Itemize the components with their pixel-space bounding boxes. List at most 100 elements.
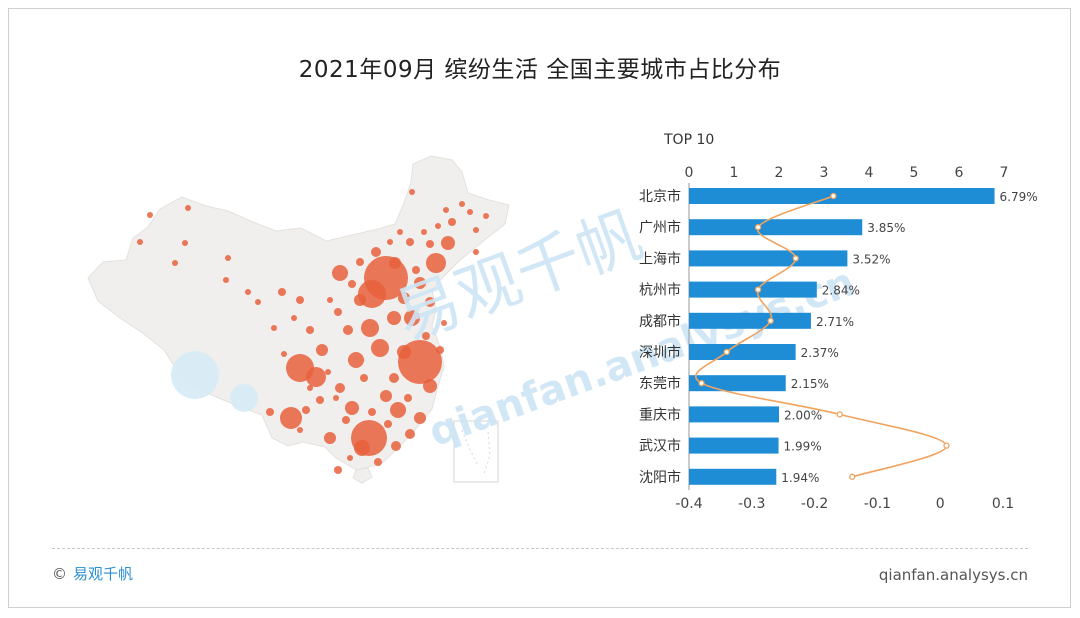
bar	[689, 219, 863, 236]
hainan-island	[352, 467, 373, 484]
curve-point	[767, 317, 774, 324]
category-label: 成都市	[639, 313, 681, 330]
city-bubble	[441, 320, 447, 326]
watermark-logo-circle	[230, 384, 258, 412]
secondary-curve	[695, 195, 948, 478]
city-bubble	[306, 326, 314, 334]
top-tick-label: 7	[1000, 165, 1009, 181]
bar-value-label: 2.00%	[784, 408, 822, 422]
top-tick-label: 5	[910, 165, 919, 181]
footer-brand: © 易观千帆	[52, 563, 133, 584]
bar	[689, 406, 779, 423]
bottom-tick-label: 0	[936, 496, 945, 512]
city-bubble	[448, 218, 456, 226]
city-bubble	[334, 466, 342, 474]
copyright-icon: ©	[52, 564, 67, 583]
china-map-shape	[87, 155, 510, 484]
curve-point	[830, 192, 837, 200]
bar-value-label: 2.84%	[822, 284, 860, 298]
bar-value-label: 3.52%	[852, 252, 890, 266]
curve-point	[849, 473, 856, 480]
city-bubble	[281, 351, 287, 357]
curve-point	[754, 286, 762, 293]
category-label: 北京市	[639, 188, 681, 205]
city-bubble	[483, 213, 489, 219]
city-bubble	[223, 277, 229, 283]
category-label: 杭州市	[639, 282, 681, 299]
footer-divider	[52, 548, 1028, 549]
bar	[689, 344, 796, 360]
bar	[689, 281, 817, 298]
bar-value-label: 2.15%	[791, 377, 829, 391]
city-bubble	[147, 212, 153, 218]
city-bubble	[334, 308, 342, 316]
top-axis: 0 1 2 3 4 5 6 7	[685, 165, 1009, 181]
city-bubble	[324, 432, 336, 444]
city-bubble	[414, 412, 426, 424]
bar-value-label: 2.37%	[801, 346, 839, 360]
bottom-tick-label: -0.2	[801, 496, 828, 512]
bar-value-label: 6.79%	[1000, 190, 1038, 204]
city-bubble	[404, 394, 412, 402]
bar	[689, 250, 848, 267]
bottom-tick-label: -0.3	[738, 496, 765, 512]
city-bubble	[414, 277, 426, 289]
city-bubble	[425, 297, 435, 307]
bar	[689, 188, 995, 204]
city-bubble	[225, 255, 231, 261]
city-bubble	[255, 299, 261, 305]
city-bubble	[296, 296, 304, 304]
curve-point	[723, 348, 730, 356]
curve-point	[698, 380, 705, 387]
city-bubble	[389, 257, 401, 269]
bar-value-label: 1.99%	[784, 440, 822, 454]
city-bubble	[467, 209, 473, 215]
south-china-sea-islands	[461, 429, 491, 475]
city-bubble	[473, 249, 479, 255]
city-bubble	[302, 406, 310, 414]
watermark-logo-circle	[171, 351, 219, 399]
city-bubble	[422, 332, 430, 340]
city-bubble	[374, 458, 382, 466]
category-label: 深圳市	[639, 344, 681, 361]
city-bubble	[335, 383, 345, 393]
top-tick-label: 0	[685, 165, 694, 181]
secondary-curve-points	[698, 192, 950, 480]
curve-point	[943, 442, 950, 449]
category-label: 东莞市	[639, 375, 681, 392]
category-label: 武汉市	[639, 438, 681, 455]
city-bubble	[426, 240, 434, 248]
category-label: 广州市	[639, 219, 681, 236]
chart-subtitle: TOP 10	[663, 132, 714, 148]
city-bubble	[345, 401, 359, 415]
bar-value-label: 1.94%	[781, 471, 819, 485]
top-tick-label: 6	[955, 165, 964, 181]
city-bubbles	[137, 189, 489, 474]
city-bubble	[332, 265, 348, 281]
page-title: 2021年09月 缤纷生活 全国主要城市占比分布	[298, 57, 782, 83]
city-bubble	[278, 288, 286, 296]
city-bubble	[342, 416, 350, 424]
city-bubble	[325, 369, 331, 375]
city-bubble	[185, 205, 191, 211]
city-bubble	[360, 374, 368, 382]
city-bubble	[327, 297, 333, 303]
city-bubble	[371, 247, 381, 257]
city-bubble	[347, 455, 353, 461]
city-bubble	[405, 429, 415, 439]
city-bubble	[435, 223, 441, 229]
city-bubble	[291, 315, 297, 321]
city-bubble	[398, 292, 410, 304]
curve-point	[754, 224, 762, 231]
city-bubble	[391, 441, 401, 451]
category-label: 上海市	[639, 250, 681, 267]
city-bubble	[343, 325, 353, 335]
city-bubble	[137, 239, 143, 245]
city-bubble	[459, 201, 465, 207]
bar-value-label: 3.85%	[867, 221, 905, 235]
city-bubble	[361, 319, 379, 337]
curve-point	[792, 255, 799, 262]
city-bubble	[423, 379, 437, 393]
top-tick-label: 2	[775, 165, 784, 181]
